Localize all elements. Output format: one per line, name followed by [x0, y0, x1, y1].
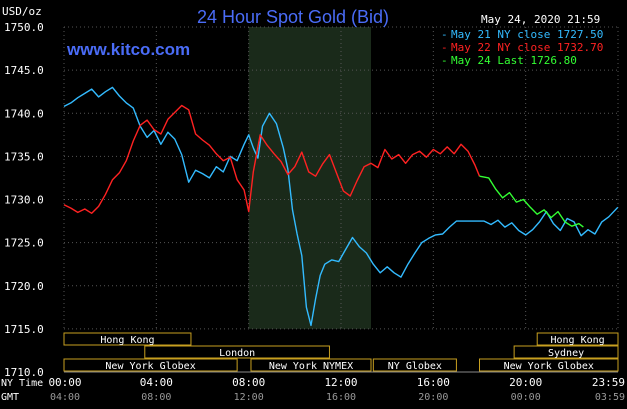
y-tick-label: 1710.0 [4, 366, 44, 379]
y-axis: 1750.0 1745.0 1740.0 1735.0 1730.0 1725.0 1720… [4, 21, 44, 379]
session-label: Sydney [548, 348, 584, 359]
x-tick-label-gmt: 00:00 [511, 392, 541, 403]
series-line-3 [479, 175, 584, 228]
series-line-2 [63, 104, 481, 215]
y-tick-label: 1725.0 [4, 237, 44, 250]
y-axis-label: USD/oz [2, 5, 42, 18]
x-tick-label-gmt: 03:59 [595, 392, 625, 403]
x-tick-label-gmt: 12:00 [234, 392, 264, 403]
session-label: Hong Kong [551, 335, 605, 346]
x-tick-label-ny: 04:00 [140, 376, 173, 389]
session-bar [536, 332, 619, 346]
legend-swatch: - [441, 28, 448, 41]
x-tick-label-ny: 16:00 [417, 376, 450, 389]
session-bar [250, 358, 372, 372]
series-line-1 [63, 86, 619, 327]
session-label: New York NYMEX [269, 361, 353, 372]
gmt-row-label: GMT [1, 392, 19, 403]
legend-swatch: - [441, 54, 448, 67]
legend-entry: May 21 NY close 1727.50 [451, 28, 603, 41]
x-tick-label-gmt: 16:00 [326, 392, 356, 403]
legend-entry: May 24 Last 1726.80 [451, 54, 577, 67]
session-bar [513, 345, 619, 359]
chart-title: 24 Hour Spot Gold (Bid) [197, 7, 389, 27]
session-bar [372, 358, 457, 372]
series-lines [63, 86, 619, 327]
x-tick-label-ny: 23:59 [592, 376, 625, 389]
watermark-url: www.kitco.com [66, 40, 190, 59]
session-label: London [219, 348, 255, 359]
nymex-session-shade [248, 27, 372, 329]
x-tick-label-ny: 20:00 [509, 376, 542, 389]
x-tick-label-gmt: 04:00 [50, 392, 80, 403]
session-bar [63, 358, 238, 372]
y-tick-label: 1735.0 [4, 150, 44, 163]
x-tick-label-gmt: 20:00 [418, 392, 448, 403]
session-bar [144, 345, 330, 359]
x-tick-label-ny: 12:00 [324, 376, 357, 389]
session-label: New York Globex [105, 361, 195, 372]
session-label: Hong Kong [100, 335, 154, 346]
x-axis: 00:00 04:00 04:00 08:00 08:00 12:00 12:00 16:00… [1, 371, 625, 403]
x-tick-label-ny: 08:00 [232, 376, 265, 389]
y-tick-label: 1750.0 [4, 21, 44, 34]
session-label: New York Globex [504, 361, 594, 372]
y-tick-label: 1720.0 [4, 280, 44, 293]
legend: - May 21 NY close 1727.50- May 22 NY close… [441, 28, 603, 67]
session-label: NY Globex [388, 361, 442, 372]
session-bar [479, 358, 619, 372]
legend-swatch: - [441, 41, 448, 54]
timestamp: May 24, 2020 21:59 [481, 13, 600, 26]
market-sessions: Hong Kong Hong Kong London Sydney New York G… [63, 332, 619, 372]
legend-entry: May 22 NY close 1732.70 [451, 41, 603, 54]
y-tick-label: 1715.0 [4, 323, 44, 336]
x-tick-label-gmt: 08:00 [141, 392, 171, 403]
ny-time-row-label: NY Time [1, 378, 43, 389]
y-tick-label: 1740.0 [4, 107, 44, 120]
session-bar [63, 332, 192, 346]
y-tick-label: 1730.0 [4, 194, 44, 207]
x-tick-label-ny: 00:00 [48, 376, 81, 389]
y-tick-label: 1745.0 [4, 64, 44, 77]
